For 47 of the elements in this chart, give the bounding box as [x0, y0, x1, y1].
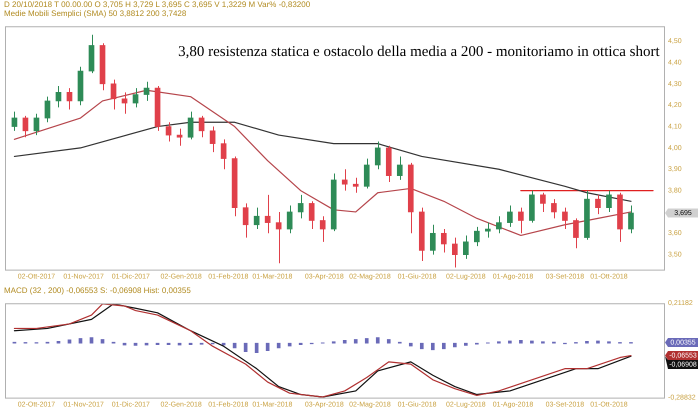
candlestick	[430, 224, 436, 256]
candlestick	[573, 218, 579, 249]
text: 3,80 resistenza statica e ostacolo della media a 200 - monitoriamo in ottica short	[178, 44, 660, 60]
candlestick	[56, 85, 62, 108]
candlestick	[452, 237, 458, 268]
candlestick	[198, 115, 204, 138]
candlestick	[308, 200, 315, 230]
candlestick	[507, 205, 513, 228]
candlestick	[66, 88, 72, 110]
candlestick	[396, 156, 403, 180]
candlestick	[518, 207, 524, 234]
candlestick	[463, 234, 469, 260]
candlestick	[220, 138, 226, 170]
candlestick	[595, 194, 601, 215]
candlestick	[44, 96, 50, 123]
candlestick	[342, 168, 348, 192]
candlestick	[22, 115, 28, 138]
candlestick	[440, 228, 447, 254]
candlestick	[132, 88, 138, 108]
candlestick	[110, 79, 116, 110]
candlestick	[320, 216, 326, 242]
candlestick	[496, 216, 502, 234]
candlestick	[364, 158, 370, 189]
candlestick	[286, 205, 293, 234]
text: D 20/10/2018 T 00.00.00 O 3,705 H 3,729 L 3,695 C 3,695 V 1,3229 M Var% -0,83200	[4, 0, 312, 9]
candlestick	[242, 202, 248, 238]
candlestick	[122, 92, 128, 114]
candlestick	[606, 190, 612, 212]
text: Medie Mobili Semplici (SMA) 50 3,8812 200 3,7428	[4, 9, 188, 18]
candlestick	[144, 81, 150, 102]
candlestick	[166, 122, 172, 142]
candlestick	[562, 207, 568, 230]
candlestick	[485, 222, 491, 238]
candlestick	[12, 111, 18, 132]
candlestick	[188, 111, 194, 140]
candlestick	[264, 194, 270, 234]
candlestick	[474, 226, 480, 247]
candlestick	[34, 113, 40, 136]
text: MACD (32 , 200) -0,06553 S: -0,06908 Hist: 0,00355	[4, 286, 192, 295]
candlestick	[276, 211, 282, 264]
candlestick	[210, 126, 216, 153]
candlestick	[551, 198, 557, 219]
candlestick	[374, 140, 381, 170]
candlestick	[540, 192, 546, 212]
candlestick	[254, 207, 260, 230]
candlestick	[298, 194, 304, 219]
candlestick	[628, 205, 634, 234]
